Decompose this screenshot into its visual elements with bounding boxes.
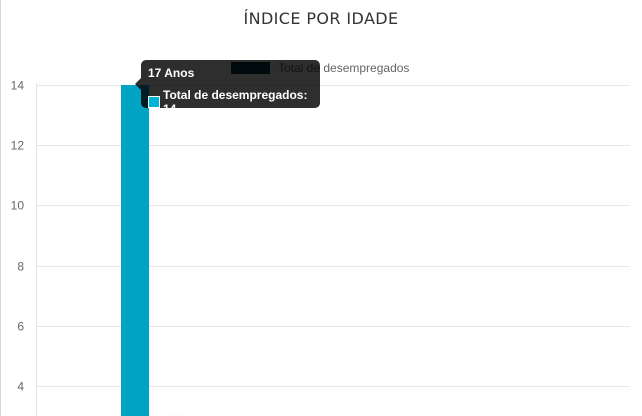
y-axis-tick-labels: 4 6 8 10 12 14: [11, 79, 25, 394]
tooltip-caret: [135, 78, 141, 90]
y-tick-label: 10: [11, 199, 25, 213]
tooltip-row: Total de desempregados: 14: [148, 88, 313, 116]
y-tick-label: 12: [11, 139, 25, 153]
chart-title: ÍNDICE POR IDADE: [243, 9, 399, 28]
chart-tooltip: 17 Anos Total de desempregados: 14: [135, 60, 320, 116]
bar-series: [121, 85, 189, 416]
y-tick-label: 8: [17, 260, 24, 274]
tooltip-title: 17 Anos: [148, 66, 195, 80]
bar[interactable]: [121, 85, 149, 416]
chart-left-border: [0, 0, 1, 416]
tooltip-value: Total de desempregados: 14: [163, 88, 308, 116]
tooltip-swatch: [148, 96, 160, 108]
y-tick-label: 4: [17, 380, 24, 394]
y-tick-label: 14: [11, 79, 25, 93]
y-tick-label: 6: [17, 320, 24, 334]
